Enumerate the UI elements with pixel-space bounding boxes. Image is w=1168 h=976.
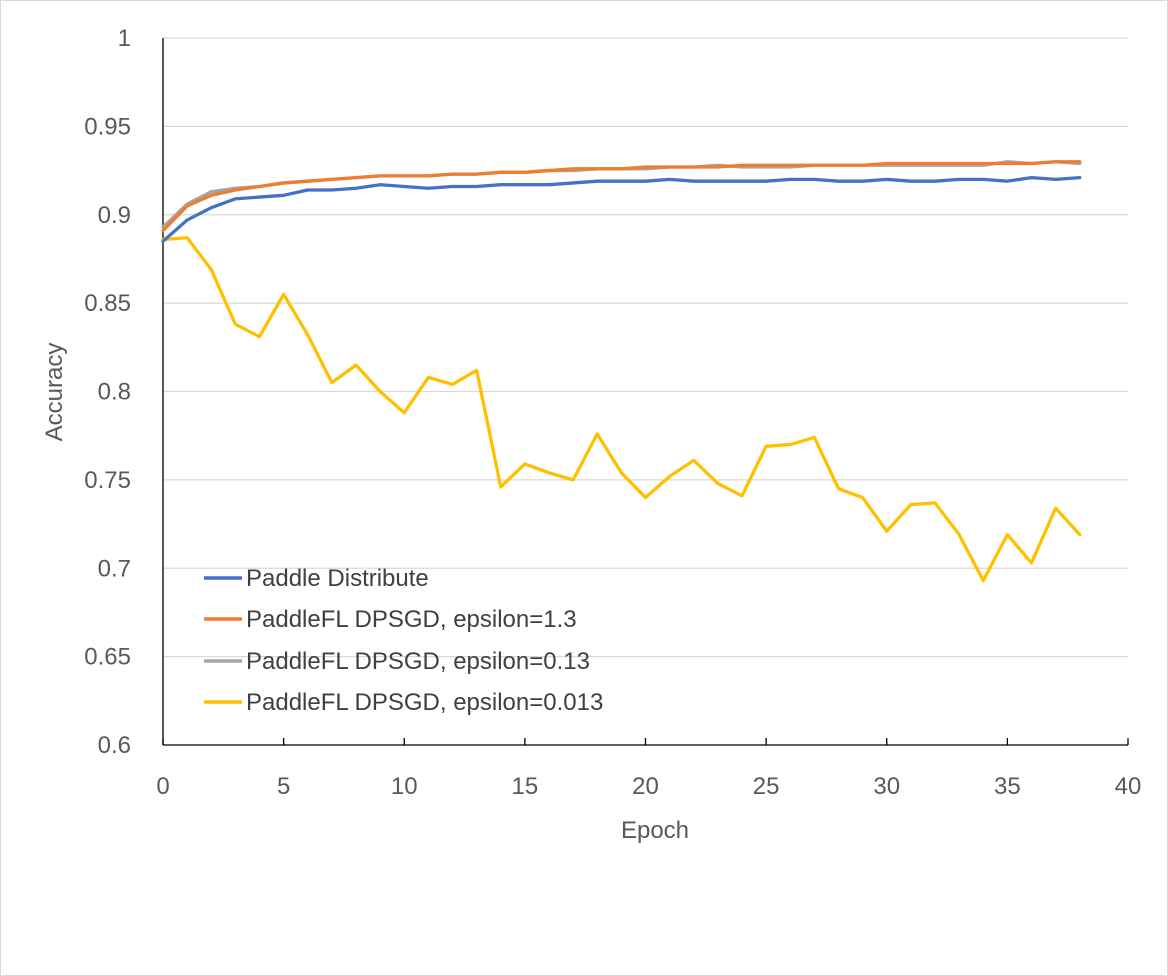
x-axis-title: Epoch	[621, 817, 689, 844]
legend: Paddle Distribute PaddleFL DPSGD, epsilo…	[204, 565, 603, 716]
legend-label-epsilon-0-013: PaddleFL DPSGD, epsilon=0.013	[246, 689, 603, 716]
x-tick-15: 15	[512, 773, 539, 800]
series-lines	[161, 160, 1082, 583]
x-tick-25: 25	[753, 773, 780, 800]
x-tick-20: 20	[632, 773, 659, 800]
x-tick-labels: 0 5 10 15 20 25 30 35 40	[156, 773, 1141, 800]
y-tick-1: 1	[118, 25, 131, 52]
series-line-1	[161, 160, 1082, 233]
x-tick-35: 35	[994, 773, 1021, 800]
legend-label-epsilon-1-3: PaddleFL DPSGD, epsilon=1.3	[246, 606, 577, 633]
y-tick-0.85: 0.85	[84, 290, 131, 317]
y-tick-0.9: 0.9	[98, 202, 131, 229]
legend-label-epsilon-0-13: PaddleFL DPSGD, epsilon=0.13	[246, 648, 590, 675]
y-tick-0.65: 0.65	[84, 644, 131, 671]
axes	[162, 38, 1129, 746]
x-tick-40: 40	[1115, 773, 1142, 800]
x-tick-0: 0	[156, 773, 169, 800]
x-tick-5: 5	[277, 773, 290, 800]
y-tick-labels: 0.6 0.65 0.7 0.75 0.8 0.85 0.9 0.95 1	[84, 25, 131, 759]
series-line-3	[161, 236, 1082, 583]
x-tick-30: 30	[873, 773, 900, 800]
legend-label-paddle-distribute: Paddle Distribute	[246, 565, 429, 592]
series-line-2	[161, 160, 1082, 229]
y-tick-0.95: 0.95	[84, 113, 131, 140]
gridlines	[163, 37, 1128, 658]
series-line-0	[161, 175, 1082, 243]
y-tick-0.7: 0.7	[98, 555, 131, 582]
y-tick-0.8: 0.8	[98, 379, 131, 406]
y-tick-0.6: 0.6	[98, 732, 131, 759]
x-tick-10: 10	[391, 773, 418, 800]
y-axis-title: Accuracy	[41, 343, 68, 442]
y-tick-0.75: 0.75	[84, 467, 131, 494]
